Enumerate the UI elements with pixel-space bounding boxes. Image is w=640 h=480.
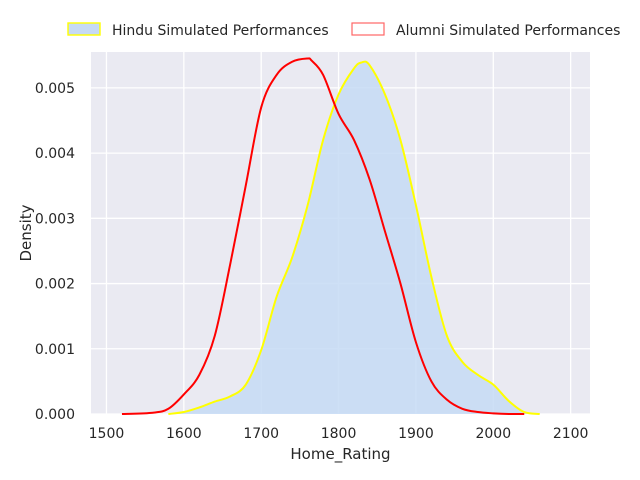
x-tick-label: 1800 [321, 426, 357, 442]
y-tick-label: 0.001 [35, 342, 75, 358]
hindu-density-line [168, 60, 540, 415]
x-tick-label: 2000 [475, 426, 511, 442]
y-tick-label: 0.005 [35, 81, 75, 97]
x-tick-label: 1600 [166, 426, 202, 442]
hindu-density-area [168, 61, 540, 414]
y-tick-label: 0.002 [35, 277, 75, 293]
legend-label-alumni: Alumni Simulated Performances [396, 23, 620, 39]
series-layer [121, 57, 540, 416]
y-axis-label: Density [17, 204, 35, 261]
y-tick-label: 0.000 [35, 407, 75, 423]
y-tick-label: 0.004 [35, 146, 75, 162]
x-tick-label: 1500 [89, 426, 125, 442]
x-axis-label: Home_Rating [290, 445, 390, 464]
legend-swatch-alumni [351, 22, 385, 36]
x-tick-label: 1700 [243, 426, 279, 442]
x-tick-label: 1900 [398, 426, 434, 442]
x-tick-labels: 1500 1600 1700 1800 1900 2000 2100 [89, 426, 589, 442]
legend-label-hindu: Hindu Simulated Performances [112, 23, 329, 39]
y-tick-labels: 0.000 0.001 0.002 0.003 0.004 0.005 [35, 81, 75, 423]
alumni-density-line [121, 57, 525, 416]
y-tick-label: 0.003 [35, 211, 75, 227]
legend-swatch-hindu [67, 22, 101, 36]
x-tick-label: 2100 [553, 426, 589, 442]
legend: Hindu Simulated Performances Alumni Simu… [67, 22, 620, 39]
